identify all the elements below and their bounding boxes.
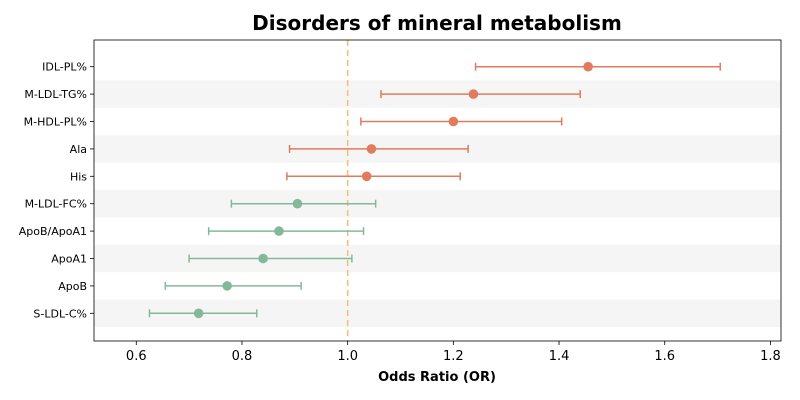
y-tick-label: ApoB bbox=[58, 280, 87, 293]
odds-ratio-point bbox=[468, 89, 479, 99]
x-tick-label: 1.2 bbox=[443, 349, 464, 364]
estimate-3 bbox=[288, 144, 469, 154]
x-tick-label: 1.8 bbox=[760, 349, 781, 364]
estimate-4 bbox=[286, 171, 461, 182]
y-tick-label: Ala bbox=[70, 143, 87, 156]
y-tick-label: M-HDL-PL% bbox=[24, 116, 87, 129]
estimate-0 bbox=[474, 61, 721, 72]
estimate-1 bbox=[380, 89, 581, 99]
estimate-8 bbox=[164, 281, 302, 291]
x-tick-label: 1.6 bbox=[654, 349, 675, 364]
y-tick-label: His bbox=[70, 170, 87, 183]
odds-ratio-point bbox=[448, 116, 459, 127]
data-marks bbox=[148, 61, 721, 319]
odds-ratio-point bbox=[222, 281, 232, 291]
x-tick-label: 1.4 bbox=[549, 349, 570, 364]
y-tick-label: ApoA1 bbox=[51, 253, 87, 266]
chart-title: Disorders of mineral metabolism bbox=[252, 11, 622, 35]
odds-ratio-point bbox=[292, 198, 303, 209]
x-axis-label: Odds Ratio (OR) bbox=[378, 370, 496, 385]
y-tick-label: IDL-PL% bbox=[42, 61, 87, 74]
odds-ratio-point bbox=[258, 253, 268, 264]
estimate-7 bbox=[188, 253, 353, 264]
odds-ratio-point bbox=[366, 144, 377, 154]
estimate-9 bbox=[148, 308, 258, 319]
odds-ratio-point bbox=[193, 308, 204, 319]
row-band bbox=[94, 190, 781, 218]
y-axis: IDL-PL% M-LDL-TG% M-HDL-PL% Ala His M-LDL-FC%… bbox=[19, 61, 94, 320]
y-tick-label: M-LDL-FC% bbox=[25, 198, 87, 211]
row-bands bbox=[94, 80, 781, 327]
y-tick-label: M-LDL-TG% bbox=[24, 88, 87, 101]
estimate-5 bbox=[230, 198, 377, 209]
x-tick-label: 1.0 bbox=[337, 349, 358, 364]
y-tick-label: S-LDL-C% bbox=[33, 307, 87, 320]
estimate-6 bbox=[207, 226, 365, 236]
odds-ratio-point bbox=[583, 61, 593, 72]
estimate-2 bbox=[360, 116, 563, 127]
odds-ratio-point bbox=[274, 226, 284, 236]
x-tick-label: 0.8 bbox=[232, 349, 253, 364]
x-axis: 0.6 0.8 1.0 1.2 1.4 1.6 1.8 bbox=[126, 341, 781, 364]
odds-ratio-point bbox=[361, 171, 372, 182]
plot-frame bbox=[93, 39, 782, 342]
x-tick-label: 0.6 bbox=[126, 349, 147, 364]
y-tick-label: ApoB/ApoA1 bbox=[19, 225, 87, 238]
